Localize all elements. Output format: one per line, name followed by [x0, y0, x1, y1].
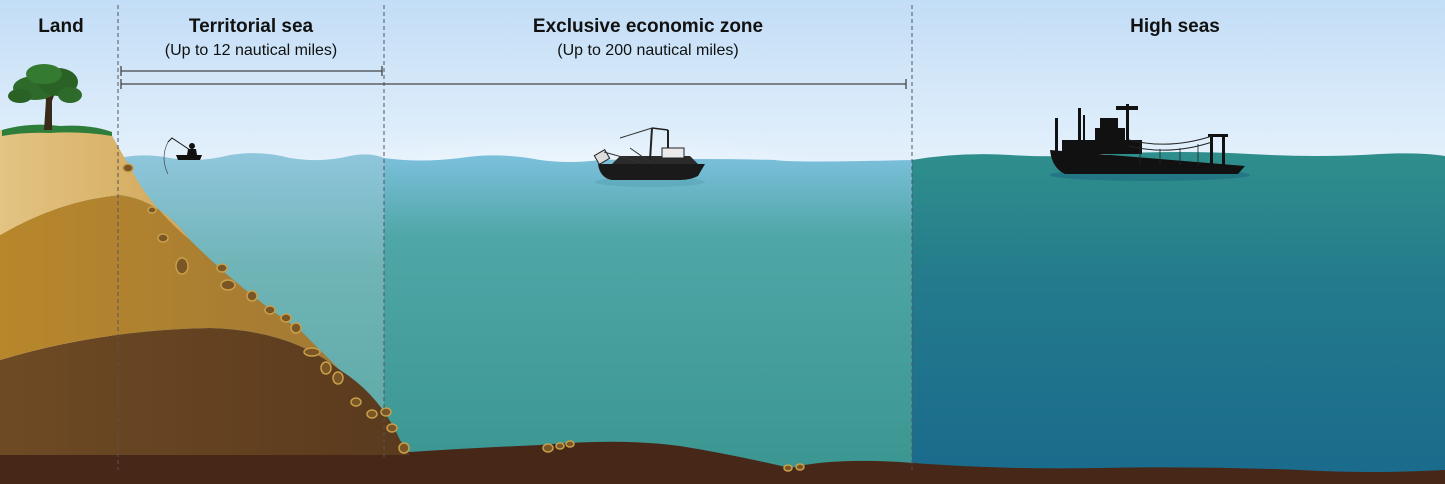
- territorial-sea-title: Territorial sea: [188, 16, 314, 37]
- fishing-vessel-icon: [1050, 104, 1250, 181]
- tree-icon: [8, 64, 82, 130]
- high-seas-water: [912, 152, 1445, 484]
- cliff-light-layer: [0, 130, 190, 240]
- eez-water: [384, 155, 912, 484]
- cliff-dark-layer: [0, 328, 410, 455]
- high-seas-title: High seas: [1130, 16, 1220, 37]
- land-title: Land: [38, 16, 84, 37]
- cliff-mid-layer: [0, 195, 340, 370]
- territorial-range-bracket: [120, 66, 383, 76]
- trawler-icon: [593, 127, 705, 187]
- fisherman-icon: [163, 137, 202, 175]
- eez-title: Exclusive economic zone: [532, 16, 764, 37]
- eez-range-bracket: [120, 79, 907, 89]
- territorial-sea-subtitle: (Up to 12 nautical miles): [164, 42, 338, 59]
- grass-strip: [2, 124, 112, 136]
- eez-subtitle: (Up to 200 nautical miles): [557, 42, 739, 59]
- cliff-rocks: [122, 163, 805, 472]
